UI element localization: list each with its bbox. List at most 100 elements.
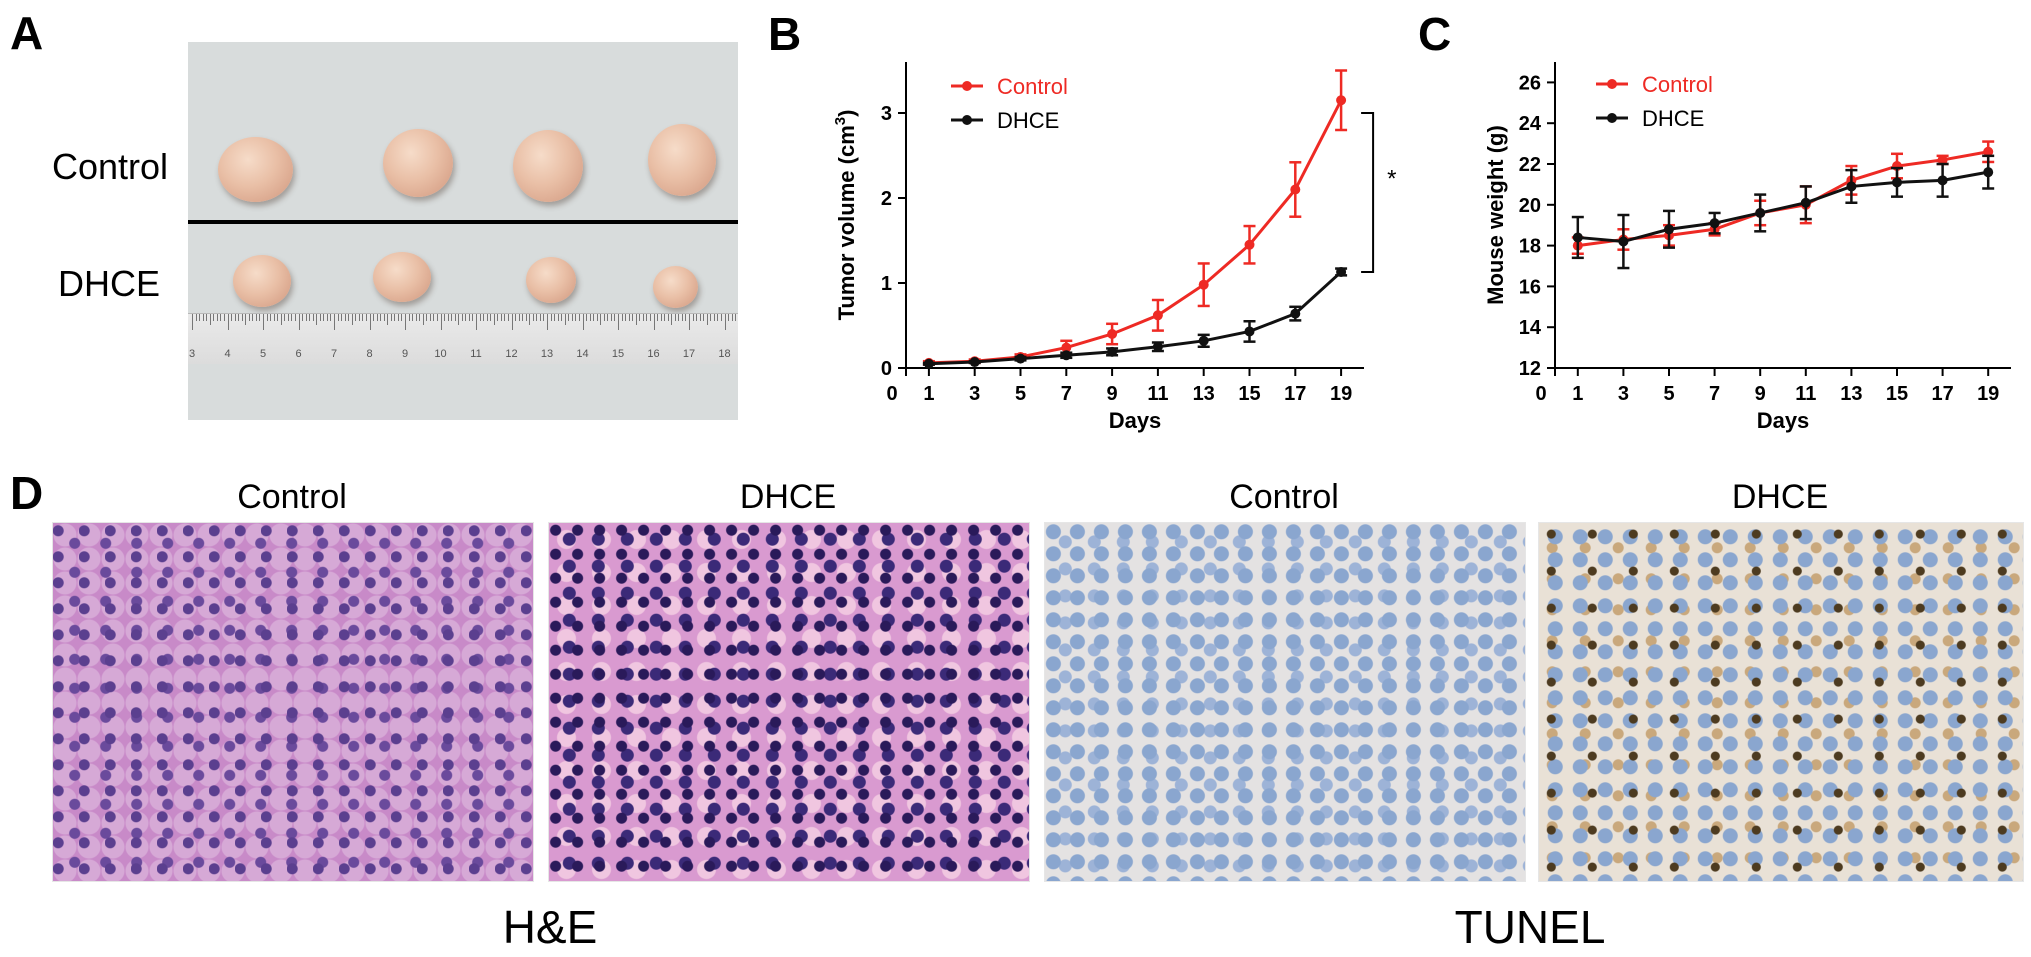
ruler-tick (479, 314, 481, 321)
ruler-tick (216, 314, 218, 321)
ruler-tick (302, 314, 304, 321)
ruler-tick (699, 314, 701, 321)
ruler-tick (674, 314, 676, 321)
chart-c-y-tick-label: 22 (1519, 154, 1541, 176)
chart-b-series-dhce-point (1198, 335, 1209, 346)
ruler-tick (227, 314, 229, 330)
ruler-tick (671, 314, 673, 325)
chart-b-legend-control-label: Control (997, 74, 1068, 99)
ruler-tick (525, 314, 527, 321)
ruler-tick (270, 314, 272, 321)
chart-b-y-axis-label: Tumor volume (cm3) (832, 110, 859, 321)
ruler-tick (334, 314, 335, 330)
ruler-number: 16 (647, 348, 660, 360)
chart-c-series-dhce-point (1937, 175, 1948, 186)
ruler-number: 3 (188, 348, 196, 360)
ruler-tick (440, 314, 442, 330)
ruler-number: 10 (434, 348, 447, 360)
ruler-tick (380, 314, 382, 321)
tumor (526, 257, 576, 303)
ruler-tick (717, 314, 719, 321)
ruler-tick (486, 314, 488, 321)
chart-c-series-dhce-point (1846, 181, 1857, 192)
ruler-tick (618, 314, 619, 330)
chart-c-x-tick-label: 1 (1572, 383, 1583, 405)
ruler-tick (277, 314, 279, 321)
ruler-tick (344, 314, 346, 321)
ruler-tick (554, 314, 556, 321)
ruler-tick (649, 314, 651, 321)
chart-c-legend-control-marker (1607, 79, 1617, 89)
ruler-tick (241, 314, 243, 321)
ruler-tick (213, 314, 215, 321)
ruler-tick (199, 314, 201, 321)
ruler-tick (294, 314, 296, 321)
ruler-tick (720, 314, 722, 321)
ruler-number: 14 (576, 348, 589, 360)
caption-tunel-dhce: DHCE (1731, 478, 1829, 516)
ruler-tick (436, 314, 438, 321)
ruler-tick (280, 314, 282, 325)
ruler-tick (259, 314, 261, 321)
ruler-tick (731, 314, 733, 321)
ruler-tick (582, 314, 584, 330)
chart-b-x-tick-label: 11 (1147, 383, 1168, 405)
chart-b-legend-dhce-label: DHCE (997, 108, 1059, 133)
ruler-tick (557, 314, 559, 321)
ruler-tick (394, 314, 396, 321)
chart-c-x-tick-label: 7 (1709, 383, 1720, 405)
ruler-tick (603, 314, 605, 321)
ruler-tick (365, 314, 367, 321)
chart-b-y-tick-label: 3 (881, 103, 892, 125)
ruler-tick (706, 314, 708, 325)
chart-c-y-tick-label: 20 (1519, 195, 1541, 217)
ruler-tick (287, 314, 289, 321)
ruler-tick (593, 314, 595, 321)
ruler-tick (550, 314, 552, 321)
ruler-tick (639, 314, 641, 321)
ruler-tick (337, 314, 339, 321)
ruler-tick (273, 314, 275, 321)
ruler-tick (632, 314, 634, 321)
ruler-tick (571, 314, 573, 321)
chart-b-panel-letter: B (768, 8, 801, 60)
chart-c-series-dhce-point (1800, 197, 1811, 208)
panel-a-letter: A (10, 7, 44, 59)
ruler-tick (568, 314, 570, 321)
ruler-tick (724, 314, 726, 330)
he-dhce-image (548, 522, 1030, 882)
ruler-tick (252, 314, 254, 321)
ruler-tick (610, 314, 612, 321)
chart-b-legend-dhce-marker (962, 115, 972, 125)
chart-c-legend-dhce-label: DHCE (1642, 106, 1704, 131)
chart-b-series-dhce-point (969, 357, 980, 368)
ruler-tick (298, 314, 300, 330)
ruler-tick (692, 314, 694, 321)
ruler-tick (444, 314, 446, 321)
ruler-number: 9 (401, 348, 409, 360)
ruler-tick (614, 314, 616, 321)
he-control-image (52, 522, 534, 882)
ruler-tick (539, 314, 541, 321)
chart-b-x-tick-label: 0 (886, 383, 897, 405)
ruler-tick (223, 314, 225, 321)
chart-b-x-tick-label: 13 (1193, 383, 1215, 405)
tunel-control-image (1044, 522, 1526, 882)
chart-b-x-tick-label: 15 (1238, 383, 1260, 405)
ruler-number: 12 (505, 348, 518, 360)
ruler-tick (291, 314, 293, 321)
chart-b-x-tick-label: 9 (1107, 383, 1118, 405)
ruler-tick (664, 314, 666, 321)
ruler-tick (220, 314, 222, 321)
ruler-tick (323, 314, 325, 321)
chart-c-series-dhce-point (1755, 207, 1766, 218)
tunel-dhce-image (1538, 522, 2024, 882)
ruler-tick (447, 314, 449, 321)
ruler-tick (561, 314, 563, 321)
ruler-tick (465, 314, 467, 321)
ruler-tick (401, 314, 403, 321)
ruler-tick (390, 314, 392, 321)
chart-c-y-axis-label: Mouse weight (g) (1483, 125, 1508, 305)
ruler-number: 11 (470, 348, 482, 360)
